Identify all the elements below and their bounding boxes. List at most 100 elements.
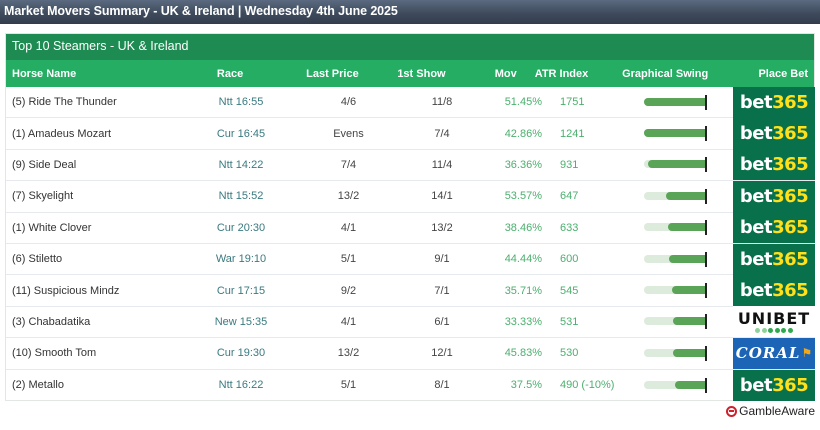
unibet-button[interactable]: UNIBET [733,306,815,338]
mov-value: 36.36% [504,158,542,171]
first-show: 13/2 [431,221,453,234]
bet365-logo-num: 365 [772,280,809,302]
mov-value: 33.33% [504,315,542,328]
bet365-logo-num: 365 [772,123,809,145]
bet365-logo-word: bet [739,217,773,239]
bet365-button[interactable]: bet 365 [733,275,815,307]
bet365-logo-num: 365 [772,217,809,239]
swing-fill [671,286,706,295]
panel-title: Top 10 Steamers - UK & Ireland [6,34,814,60]
swing-marker [705,345,707,361]
atr-index: 931 [560,158,579,171]
horse-name[interactable]: (3) Chabadatika [12,315,91,328]
swing-bar [622,275,772,306]
unibet-dots-icon [755,327,793,333]
mov-value: 45.83% [504,347,542,360]
gambleaware-label: GambleAware [739,404,815,418]
swing-marker [705,220,707,236]
horse-name[interactable]: (1) Amadeus Mozart [12,127,112,140]
race-link[interactable]: Cur 16:45 [216,127,266,140]
horse-name[interactable]: (5) Ride The Thunder [12,96,117,109]
race-link[interactable]: Cur 20:30 [216,221,266,234]
race-link[interactable]: Cur 17:15 [216,284,266,297]
coral-button[interactable]: CORAL ⚑ [733,337,815,369]
mov-value: 51.45% [504,96,542,109]
atr-index: 531 [560,315,579,328]
swing-fill [672,317,706,326]
mov-value: 38.46% [504,221,542,234]
race-link[interactable]: Ntt 14:22 [218,158,264,171]
swing-track [644,348,706,357]
swing-track [644,223,706,232]
gambleaware-icon [726,405,738,417]
bet365-button[interactable]: bet 365 [733,149,815,181]
bet365-button[interactable]: bet 365 [733,180,815,212]
swing-bar [622,149,772,180]
swing-bar [622,87,772,118]
last-price: 13/2 [337,347,360,360]
horse-name[interactable]: (9) Side Deal [12,158,77,171]
first-show: 8/1 [434,379,450,392]
swing-bar [622,370,772,401]
bet365-logo-word: bet [739,248,773,270]
gambleaware-link[interactable]: GambleAware [726,404,815,418]
atr-index: 600 [560,253,579,266]
swing-fill [644,129,706,138]
page-banner: Market Movers Summary - UK & Ireland | W… [0,0,820,24]
col-first-show: 1st Show [397,67,446,80]
bet365-button[interactable]: bet 365 [733,369,815,401]
table-row[interactable]: (7) Skyelight Ntt 15:52 13/2 14/1 53.57% 647 b… [6,180,815,213]
horse-name[interactable]: (6) Stiletto [12,253,63,266]
table-row[interactable]: (2) Metallo Ntt 16:22 5/1 8/1 37.5% 490 (-10%… [6,369,815,401]
bet365-button[interactable]: bet 365 [733,86,815,118]
horse-name[interactable]: (7) Skyelight [12,190,74,203]
atr-index: 530 [560,347,579,360]
horse-name[interactable]: (2) Metallo [12,379,64,392]
table-row[interactable]: (3) Chabadatika New 15:35 4/1 6/1 33.33% 531 U… [6,306,815,339]
col-race: Race [216,67,244,80]
swing-marker [705,157,707,173]
swing-bar [622,212,772,243]
table-row[interactable]: (1) White Clover Cur 20:30 4/1 13/2 38.46% 63… [6,212,815,244]
atr-index: 545 [560,284,579,297]
swing-marker [705,188,707,204]
table-row[interactable]: (5) Ride The Thunder Ntt 16:55 4/6 11/8 51.4… [6,86,815,119]
swing-track [644,254,706,263]
bet365-button[interactable]: bet 365 [733,212,815,244]
race-link[interactable]: Ntt 15:52 [218,190,264,203]
race-link[interactable]: New 15:35 [214,315,268,328]
race-link[interactable]: Ntt 16:55 [218,96,264,109]
col-atr-index: ATR Index [534,67,589,80]
swing-marker [705,251,707,267]
swing-marker [705,314,707,330]
first-show: 6/1 [434,315,450,328]
table-row[interactable]: (11) Suspicious Mindz Cur 17:15 9/2 7/1 35.7… [6,275,815,307]
coral-logo-word: CORAL [735,344,801,363]
horse-name[interactable]: (11) Suspicious Mindz [12,284,120,297]
bet365-logo-word: bet [739,154,773,176]
col-place-bet: Place Bet [758,67,808,80]
race-link[interactable]: War 19:10 [215,253,267,266]
bet365-button[interactable]: bet 365 [733,243,815,275]
table-row[interactable]: (9) Side Deal Ntt 14:22 7/4 11/4 36.36% 931 be… [6,149,815,182]
swing-track [644,129,706,138]
horse-name[interactable]: (1) White Clover [12,221,92,234]
swing-fill [667,223,706,232]
bet365-button[interactable]: bet 365 [733,118,815,150]
swing-bar [622,118,772,149]
swing-bar [622,306,772,337]
table-row[interactable]: (1) Amadeus Mozart Cur 16:45 Evens 7/4 42.86… [6,118,815,150]
table-row[interactable]: (10) Smooth Tom Cur 19:30 13/2 12/1 45.83% 53… [6,337,815,370]
last-price: 4/6 [340,96,357,109]
atr-index: 1241 [560,127,585,140]
first-show: 9/1 [434,253,450,266]
swing-fill [647,160,706,169]
unibet-logo-word: UNIBET [737,308,811,328]
col-mov: Mov [494,67,517,80]
bet365-logo-word: bet [739,374,773,396]
horse-name[interactable]: (10) Smooth Tom [12,347,97,360]
race-link[interactable]: Ntt 16:22 [218,379,264,392]
table-row[interactable]: (6) Stiletto War 19:10 5/1 9/1 44.44% 600 bet 3… [6,243,815,276]
race-link[interactable]: Cur 19:30 [216,347,266,360]
bet365-logo-num: 365 [772,91,809,113]
